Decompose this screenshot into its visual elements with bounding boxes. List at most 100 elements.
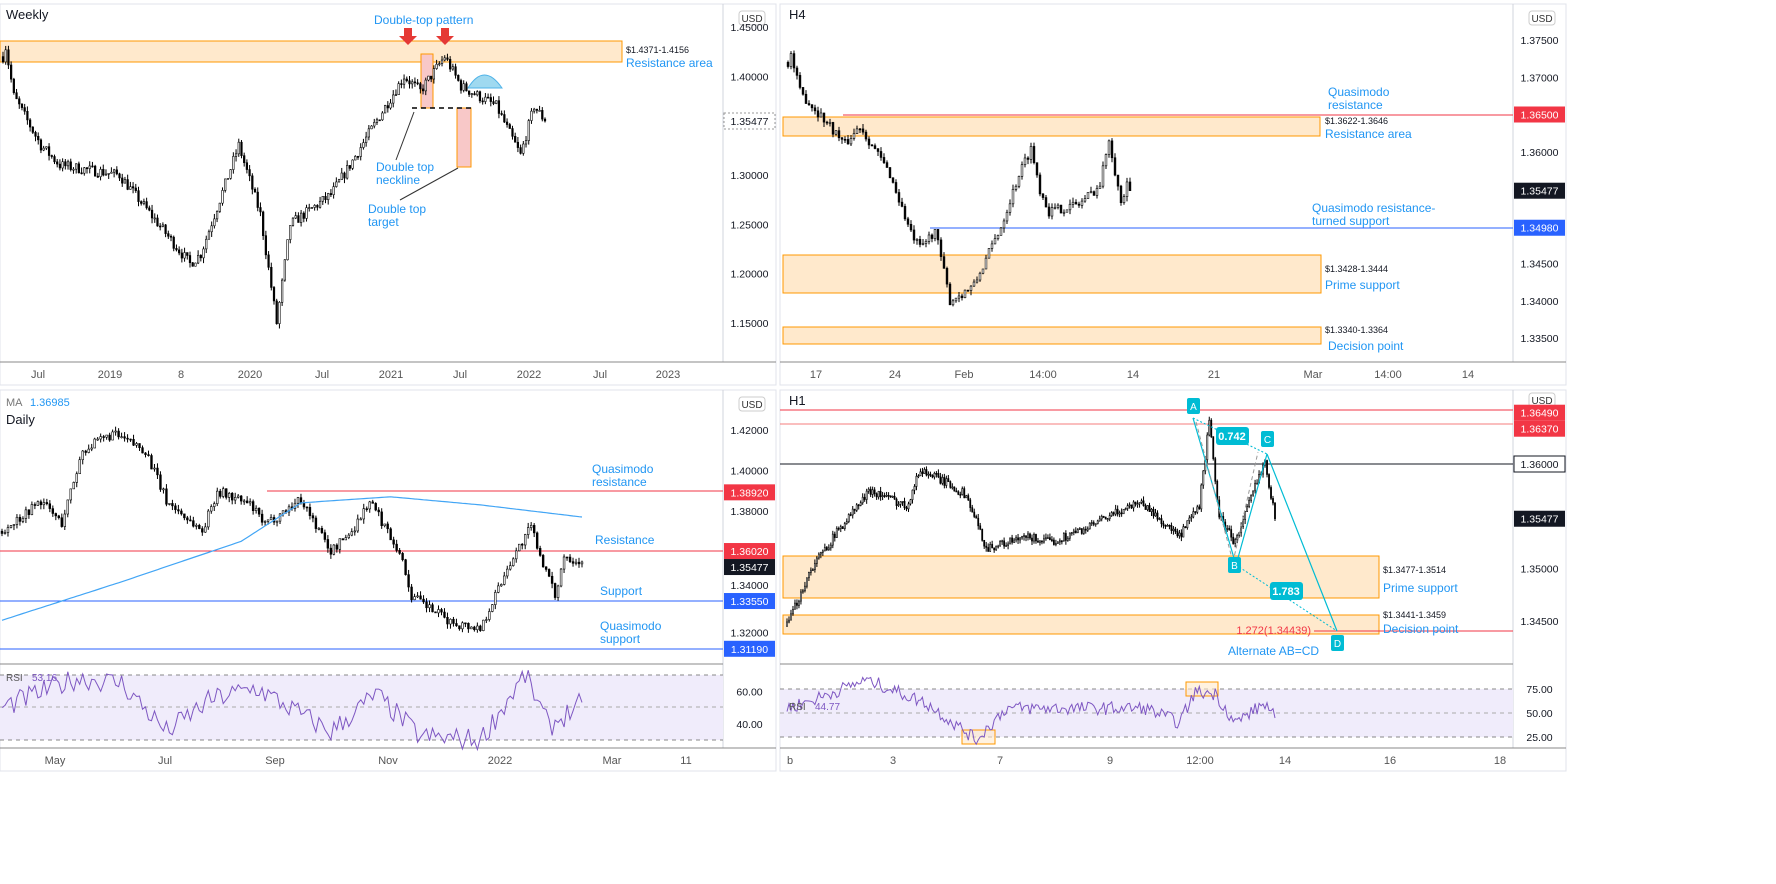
candle bbox=[1089, 186, 1093, 194]
candle bbox=[451, 63, 454, 71]
candle bbox=[162, 487, 165, 494]
candle bbox=[69, 158, 72, 172]
rsi-value: 53.16 bbox=[32, 673, 57, 684]
candle bbox=[294, 211, 297, 220]
candle bbox=[963, 486, 966, 499]
candle bbox=[837, 126, 841, 142]
currency-button[interactable]: USD bbox=[738, 396, 766, 412]
decision-point-zone[interactable] bbox=[782, 614, 1380, 635]
resistance-area-zone[interactable] bbox=[782, 116, 1321, 137]
candle bbox=[1092, 190, 1096, 196]
candle bbox=[924, 239, 928, 248]
candle bbox=[111, 429, 114, 441]
candle bbox=[945, 266, 949, 288]
time-axis-label: 16 bbox=[1384, 755, 1396, 767]
time-axis-label: Jul bbox=[31, 369, 45, 381]
candle bbox=[37, 132, 40, 145]
ma-label: MA bbox=[6, 397, 23, 409]
candle bbox=[272, 285, 276, 305]
time-axis-label: 2019 bbox=[98, 369, 122, 381]
rsi-axis-label: 40.00 bbox=[736, 719, 762, 731]
candle bbox=[857, 504, 860, 510]
abcd-point-c[interactable]: C bbox=[1261, 431, 1274, 447]
candle bbox=[804, 90, 808, 105]
candle bbox=[967, 493, 970, 502]
h4-panel[interactable]: H4 Quasimodo resistance $1.3622-1.3646 Re… bbox=[779, 3, 1567, 386]
candle bbox=[1043, 534, 1045, 544]
candle bbox=[438, 61, 441, 67]
h1-panel[interactable]: A B C D 0.742 1.783 1.272(1.34439) Alternate … bbox=[779, 389, 1567, 772]
svg-text:1.36000: 1.36000 bbox=[1521, 459, 1559, 471]
red-down-arrow-icon bbox=[436, 28, 454, 45]
candle bbox=[174, 503, 177, 514]
candle bbox=[538, 105, 541, 112]
candle bbox=[164, 224, 167, 238]
qm-resistance-label: Quasimodo resistance bbox=[592, 462, 654, 489]
daily-panel[interactable]: MA 1.36985 Daily Quasimodo resistance Res… bbox=[0, 389, 777, 772]
candle bbox=[1168, 524, 1171, 530]
abcd-point-d[interactable]: D bbox=[1331, 635, 1344, 651]
price-axis-label: 1.37500 bbox=[1521, 35, 1559, 47]
candle bbox=[365, 131, 368, 147]
price-axis-label: 1.36000 bbox=[1521, 147, 1559, 159]
candle bbox=[1104, 516, 1107, 520]
candle bbox=[1122, 509, 1125, 515]
candle bbox=[526, 522, 530, 539]
candle bbox=[861, 124, 865, 135]
candle bbox=[354, 155, 357, 161]
candle bbox=[205, 235, 208, 254]
time-axis-label: 11 bbox=[680, 755, 691, 767]
prime-support-zone[interactable] bbox=[782, 254, 1322, 294]
candle bbox=[427, 75, 430, 82]
candle bbox=[917, 474, 920, 479]
candle bbox=[529, 522, 533, 531]
candle bbox=[911, 489, 914, 504]
svg-text:1.37000: 1.37000 bbox=[1521, 72, 1559, 84]
rsi-line bbox=[786, 676, 1276, 746]
currency-button[interactable]: USD bbox=[1528, 10, 1556, 26]
candle bbox=[834, 130, 838, 136]
candle bbox=[77, 161, 80, 174]
abcd-point-a[interactable]: A bbox=[1187, 398, 1200, 414]
candle bbox=[879, 486, 882, 501]
candle bbox=[1198, 504, 1201, 510]
svg-text:D: D bbox=[1334, 639, 1341, 650]
candle bbox=[1119, 184, 1123, 206]
candle bbox=[870, 143, 874, 147]
candle bbox=[885, 160, 889, 168]
candle bbox=[476, 90, 479, 97]
candle bbox=[105, 434, 108, 440]
candle bbox=[871, 486, 874, 498]
candle bbox=[416, 79, 419, 86]
time-axis-label: 14 bbox=[1462, 369, 1474, 381]
candle bbox=[999, 226, 1003, 236]
candle bbox=[380, 508, 383, 529]
weekly-panel[interactable]: Weekly $1.4371-1.4156 Resistance area Do… bbox=[0, 3, 777, 386]
svg-text:1.40000: 1.40000 bbox=[731, 465, 769, 477]
abcd-point-b[interactable]: B bbox=[1228, 557, 1241, 573]
candle bbox=[168, 503, 171, 506]
candle bbox=[410, 584, 413, 603]
rsi-axis-label: 25.00 bbox=[1526, 732, 1552, 744]
candle bbox=[580, 560, 584, 568]
candle bbox=[933, 471, 936, 480]
candle bbox=[462, 80, 465, 93]
red-down-arrow-icon bbox=[399, 28, 417, 45]
candle bbox=[957, 292, 961, 303]
candle bbox=[1156, 510, 1159, 522]
candle bbox=[1026, 156, 1030, 165]
candle bbox=[1116, 505, 1119, 517]
candle bbox=[1015, 535, 1017, 543]
candle bbox=[1214, 456, 1217, 485]
double-top-target-box bbox=[456, 107, 472, 168]
candle bbox=[869, 486, 872, 498]
decision-point-zone[interactable] bbox=[782, 326, 1322, 345]
resistance-area-zone[interactable] bbox=[0, 40, 623, 63]
currency-button[interactable]: USD bbox=[738, 10, 766, 26]
candle bbox=[807, 100, 811, 106]
candle bbox=[204, 522, 207, 533]
candle bbox=[236, 493, 240, 499]
candle bbox=[443, 55, 446, 62]
candle bbox=[159, 223, 162, 231]
candle bbox=[132, 434, 135, 447]
